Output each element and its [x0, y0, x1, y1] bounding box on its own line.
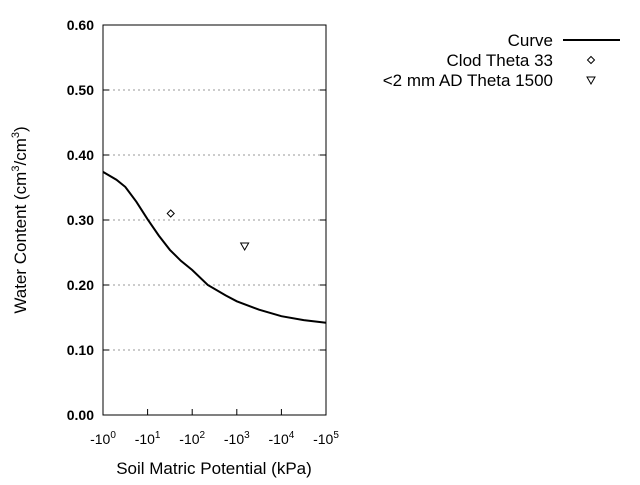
x-tick-label: -100 — [90, 430, 116, 447]
legend-label: <2 mm AD Theta 1500 — [383, 71, 553, 90]
y-tick-label: 0.60 — [67, 17, 94, 33]
x-tick-label: -104 — [269, 430, 295, 447]
data-point-triangle-down — [239, 242, 250, 252]
series-layer — [102, 171, 327, 324]
legend-marker-triangle-down — [586, 76, 596, 86]
x-tick-label: -102 — [179, 430, 205, 447]
y-axis-label: Water Content (cm3/cm3) — [10, 126, 30, 313]
y-tick-label: 0.10 — [67, 342, 94, 358]
x-axis-label: Soil Matric Potential (kPa) — [116, 459, 312, 478]
y-tick-label: 0.00 — [67, 407, 94, 423]
y-tick-label: 0.30 — [67, 212, 94, 228]
x-tick-label: -105 — [313, 430, 339, 447]
legend-label: Clod Theta 33 — [447, 51, 553, 70]
x-axis: -100 -101 -102 -103 -104 -105 — [90, 409, 339, 447]
y-tick-label: 0.20 — [67, 277, 94, 293]
y-tick-label: 0.50 — [67, 82, 94, 98]
y-tick-label: 0.40 — [67, 147, 94, 163]
y-axis: 0.00 0.10 0.20 0.30 0.40 0.50 0.60 — [67, 17, 326, 423]
curve-line — [102, 171, 327, 324]
data-point-diamond — [166, 209, 175, 218]
grid — [103, 89, 326, 351]
legend-label: Curve — [508, 31, 553, 50]
legend-marker-diamond — [586, 55, 596, 65]
x-tick-label: -101 — [135, 430, 161, 447]
x-tick-label: -103 — [224, 430, 250, 447]
